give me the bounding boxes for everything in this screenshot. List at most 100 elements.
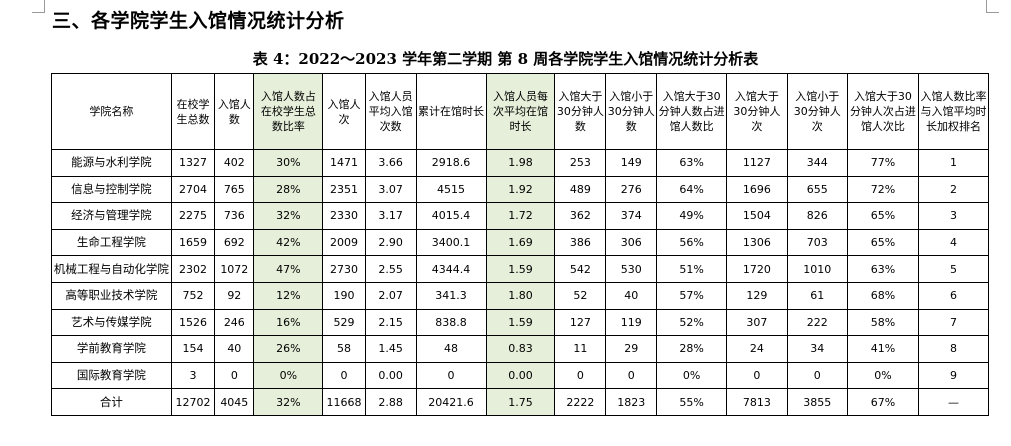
table-cell: 3400.1: [415, 228, 487, 257]
table-cell: —: [917, 388, 990, 416]
table-cell: 190: [322, 281, 366, 310]
table-cell: 752: [170, 281, 216, 310]
table-cell: 1.72: [485, 202, 556, 230]
table-cell: 7813: [726, 388, 788, 416]
table-cell: 77%: [846, 149, 919, 177]
table-cell: 344: [786, 149, 848, 177]
table-cell: 1.80: [485, 281, 556, 310]
table-cell: 20421.6: [415, 388, 487, 416]
col-header-entrants: 入馆人数: [214, 73, 255, 150]
table-row: 高等职业技术学院 752 92 12% 190 2.07 341.3 1.80 52 40 57% 1…: [51, 281, 990, 310]
table-cell: 8: [917, 335, 990, 363]
table-cell: 4344.4: [415, 255, 487, 283]
table-row: 学前教育学院 154 40 26% 58 1.45 48 0.83 11 29 28% 24 34 41%…: [51, 335, 990, 363]
table-row: 能源与水利学院 1327 402 30% 1471 3.66 2918.6 1.98 253 14…: [51, 149, 990, 177]
col-header-entrant-ratio: 入馆人数占在校学生总数比率: [253, 73, 324, 150]
table-row: 信息与控制学院 2704 765 28% 2351 3.07 4515 1.92 489 276 6…: [51, 175, 990, 204]
table-cell: 2330: [322, 202, 366, 230]
table-cell: 4045: [214, 388, 255, 416]
table-cell: 0%: [846, 361, 919, 390]
table-cell: 26%: [253, 335, 324, 363]
table-cell: 72%: [846, 175, 919, 204]
table-cell: 29: [605, 335, 658, 363]
table-cell: 1.59: [485, 308, 556, 337]
table-header-row: 学院名称 在校学生总数 入馆人数 入馆人数占在校学生总数比率 入馆人次 入馆人员…: [51, 73, 990, 150]
table-cell: 40: [605, 281, 658, 310]
table-cell: 149: [605, 149, 658, 177]
table-cell: 68%: [846, 281, 919, 310]
college-name-cell: 国际教育学院: [51, 361, 172, 390]
table-cell: 1127: [726, 149, 788, 177]
table-cell: 28%: [253, 175, 324, 204]
col-header-visits: 入馆人次: [322, 73, 366, 150]
table-cell: 2.88: [364, 388, 417, 416]
table-cell: 222: [786, 308, 848, 337]
table-cell: 34: [786, 335, 848, 363]
table-cell: 11668: [322, 388, 366, 416]
table-caption: 表 4：2022～2023 学年第二学期 第 8 周各学院学生入馆情况统计分析表: [252, 50, 759, 68]
table-cell: 63%: [656, 149, 728, 177]
table-cell: 2.07: [364, 281, 417, 310]
table-cell: 1072: [214, 255, 255, 283]
col-header-under30-visits: 入馆小于30分钟人次: [786, 73, 848, 150]
table-cell: 52%: [656, 308, 728, 337]
table-body: 能源与水利学院 1327 402 30% 1471 3.66 2918.6 1.98 253 14…: [51, 149, 990, 416]
col-header-over30-people: 入馆大于30分钟人数: [554, 73, 607, 150]
table-cell: 2302: [170, 255, 216, 283]
table-cell: 0: [605, 361, 658, 390]
table-row: 合计 12702 4045 32% 11668 2.88 20421.6 1.75 2222 18…: [51, 388, 990, 416]
table-cell: 32%: [253, 388, 324, 416]
table-cell: 7: [917, 308, 990, 337]
table-cell: 2704: [170, 175, 216, 204]
table-cell: 703: [786, 228, 848, 257]
col-header-over30-people-ratio: 入馆大于30分钟人数占进馆人数比: [656, 73, 728, 150]
college-name-cell: 合计: [51, 388, 172, 416]
table-cell: 24: [726, 335, 788, 363]
table-cell: 52: [554, 281, 607, 310]
col-header-avg-visits: 入馆人员平均入馆次数: [364, 73, 417, 150]
table-cell: 692: [214, 228, 255, 257]
table-cell: 3855: [786, 388, 848, 416]
table-cell: 65%: [846, 202, 919, 230]
table-cell: 0: [726, 361, 788, 390]
college-name-cell: 经济与管理学院: [51, 202, 172, 230]
table-cell: 341.3: [415, 281, 487, 310]
col-header-avg-hours: 入馆人员每次平均在馆时长: [485, 73, 556, 150]
college-name-cell: 艺术与传媒学院: [51, 308, 172, 337]
table-cell: 5: [917, 255, 990, 283]
table-cell: 1696: [726, 175, 788, 204]
table-cell: 30%: [253, 149, 324, 177]
college-name-cell: 学前教育学院: [51, 335, 172, 363]
table-cell: 2.15: [364, 308, 417, 337]
table-cell: 736: [214, 202, 255, 230]
col-header-weighted-rank: 入馆人数比率与入馆平均时长加权排名: [917, 73, 990, 150]
table-cell: 3: [170, 361, 216, 390]
table-cell: 92: [214, 281, 255, 310]
table-cell: 2351: [322, 175, 366, 204]
table-cell: 47%: [253, 255, 324, 283]
table-cell: 0%: [253, 361, 324, 390]
table-cell: 41%: [846, 335, 919, 363]
table-cell: 1327: [170, 149, 216, 177]
table-cell: 51%: [656, 255, 728, 283]
table-cell: 0: [415, 361, 487, 390]
table-cell: 0: [786, 361, 848, 390]
col-header-total-hours: 累计在馆时长: [415, 73, 487, 150]
table-cell: 1.92: [485, 175, 556, 204]
table-cell: 6: [917, 281, 990, 310]
table-cell: 529: [322, 308, 366, 337]
table-cell: 0: [214, 361, 255, 390]
table-cell: 362: [554, 202, 607, 230]
table-cell: 306: [605, 228, 658, 257]
table-cell: 0: [322, 361, 366, 390]
table-cell: 655: [786, 175, 848, 204]
table-cell: 0.83: [485, 335, 556, 363]
table-row: 机械工程与自动化学院 2302 1072 47% 2730 2.55 4344.4 1.59 5…: [51, 255, 990, 283]
table-cell: 1010: [786, 255, 848, 283]
table-cell: 0%: [656, 361, 728, 390]
table-cell: 48: [415, 335, 487, 363]
table-cell: 1526: [170, 308, 216, 337]
table-cell: 1.75: [485, 388, 556, 416]
table-cell: 1.69: [485, 228, 556, 257]
table-cell: 0: [554, 361, 607, 390]
